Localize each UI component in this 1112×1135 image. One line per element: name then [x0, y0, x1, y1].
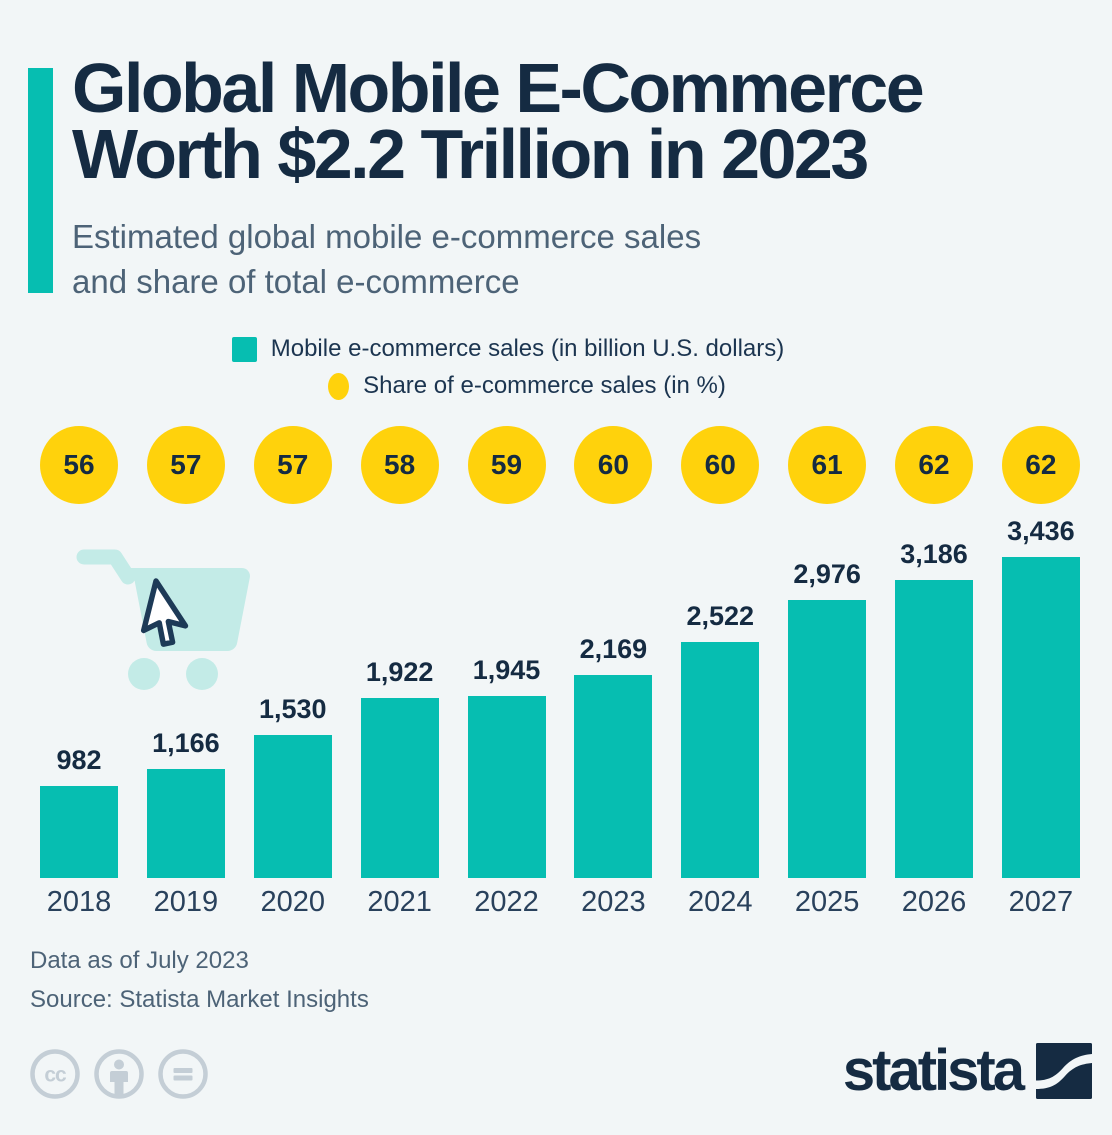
year-axis-label: 2027 — [1008, 886, 1074, 918]
bar-column: 1,945 — [467, 557, 546, 878]
sales-legend-label: Mobile e-commerce sales (in billion U.S.… — [270, 335, 785, 362]
title-line-2: Worth $2.2 Trillion in 2023 — [72, 115, 869, 193]
sales-bar — [40, 786, 118, 878]
share-legend-swatch-icon — [328, 372, 350, 400]
bar-column: 2,976 — [788, 557, 867, 878]
year-axis-label: 2018 — [46, 886, 112, 918]
legend-row-share: Share of e-commerce sales (in %) — [0, 371, 1112, 401]
share-percent-circle: 61 — [788, 426, 867, 504]
sales-bar — [467, 696, 546, 878]
share-percent-circle: 60 — [574, 426, 653, 504]
year-axis-label: 2019 — [153, 886, 219, 918]
sales-bar — [681, 642, 760, 878]
share-legend-label: Share of e-commerce sales (in %) — [363, 372, 726, 399]
sales-bar — [895, 580, 973, 878]
cc-glyph: cc — [44, 1064, 67, 1087]
source-note: Source: Statista Market Insights — [30, 986, 369, 1013]
shopping-cart-icon — [76, 549, 250, 690]
legend-row-sales: Mobile e-commerce sales (in billion U.S.… — [0, 334, 1112, 364]
sales-legend-swatch-icon — [231, 336, 257, 362]
x-axis-labels: 2018 2019 2020 2021 2022 2023 2024 2025 2026 2027 — [40, 886, 1080, 919]
sales-bar — [146, 769, 225, 878]
statista-branding[interactable]: statista — [843, 1040, 1092, 1102]
sales-bar — [788, 600, 867, 878]
statista-wordmark[interactable]: statista — [842, 1038, 1025, 1103]
bar-column: 1,922 — [360, 557, 439, 878]
year-axis-label: 2021 — [367, 886, 432, 918]
chart-legend: Mobile e-commerce sales (in billion U.S.… — [0, 334, 1112, 408]
subtitle-line-1: Estimated global mobile e-commerce sales — [72, 218, 702, 255]
statista-logo-icon[interactable] — [1036, 1043, 1092, 1099]
bar-column: 1,530 — [253, 557, 332, 878]
share-percent-circle: 58 — [360, 426, 439, 504]
cc-license-badges[interactable]: cc — [29, 1048, 209, 1100]
footer-notes: Data as of July 2023 Source: Statista Ma… — [30, 941, 369, 1019]
year-axis-label: 2023 — [581, 886, 646, 918]
bar-chart: 982 1,166 1,530 1,922 1,945 2,169 2,522 2,976 3,… — [40, 516, 1080, 878]
page-title: Global Mobile E-Commerce Worth $2.2 Tril… — [72, 49, 925, 193]
shopping-cart-illustration — [70, 537, 270, 702]
share-percent-circle: 59 — [467, 426, 546, 504]
title-line-1: Global Mobile E-Commerce — [72, 49, 925, 127]
cc-icon[interactable]: cc — [29, 1048, 81, 1100]
bar-value-label: 1,922 — [365, 657, 434, 687]
bar-value-label: 1,530 — [258, 694, 327, 724]
bar-value-label: 2,169 — [579, 634, 648, 664]
page-subtitle: Estimated global mobile e-commerce sales… — [72, 214, 701, 304]
year-axis-label: 2026 — [901, 886, 967, 918]
share-percent-circle: 62 — [1001, 426, 1080, 504]
bar-value-label: 1,166 — [152, 728, 220, 758]
bar-value-label: 3,436 — [1007, 516, 1075, 546]
bar-column: 1,166 — [146, 557, 225, 878]
share-percent-circle: 62 — [895, 426, 973, 504]
year-axis-label: 2022 — [474, 886, 539, 918]
cursor-arrow-icon — [140, 578, 189, 647]
cc-by-icon[interactable] — [93, 1048, 145, 1100]
sales-bar — [1001, 557, 1080, 878]
title-accent-bar — [28, 68, 53, 293]
cc-nd-icon[interactable] — [157, 1048, 209, 1100]
bar-column: 3,436 — [1001, 516, 1080, 878]
bar-column: 3,186 — [895, 539, 973, 878]
bar-value-label: 1,945 — [472, 655, 541, 685]
subtitle-line-2: and share of total e-commerce — [72, 263, 520, 300]
bar-column: 982 — [40, 557, 118, 878]
bar-value-label: 3,186 — [900, 539, 968, 569]
share-percent-circle: 57 — [146, 426, 225, 504]
share-percent-circle: 56 — [40, 426, 118, 504]
share-percent-circle: 57 — [253, 426, 332, 504]
bar-value-label: 2,976 — [793, 559, 861, 589]
data-as-of-note: Data as of July 2023 — [30, 947, 249, 974]
sales-bar — [253, 735, 332, 878]
bar-column: 2,522 — [681, 557, 760, 878]
sales-bar — [360, 698, 439, 878]
year-axis-label: 2020 — [260, 886, 325, 918]
sales-bar — [574, 675, 653, 878]
bar-value-label: 2,522 — [686, 601, 755, 631]
year-axis-label: 2025 — [794, 886, 860, 918]
share-circles-row: 56 57 57 58 59 60 60 61 62 62 — [40, 426, 1080, 504]
bar-value-label: 982 — [56, 745, 102, 775]
year-axis-label: 2024 — [687, 886, 753, 918]
bar-column: 2,169 — [574, 557, 653, 878]
share-percent-circle: 60 — [681, 426, 760, 504]
